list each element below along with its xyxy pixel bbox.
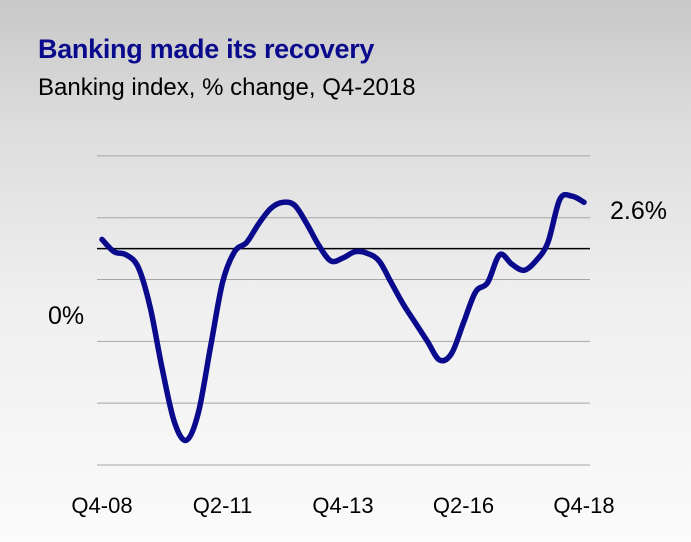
x-tick-label: Q2-11: [193, 493, 253, 518]
x-tick-label: Q4-18: [553, 493, 614, 518]
x-tick-label: Q2-16: [433, 493, 494, 518]
series-line: [99, 191, 587, 444]
zero-annotation: 0%: [48, 302, 84, 330]
chart-title: Banking made its recovery: [38, 34, 375, 64]
last-value-annotation: 2.6%: [610, 197, 667, 225]
x-tick-label: Q4-13: [312, 493, 373, 518]
x-tick-label: Q4-08: [71, 493, 132, 518]
chart-subtitle: Banking index, % change, Q4-2018: [38, 74, 416, 101]
